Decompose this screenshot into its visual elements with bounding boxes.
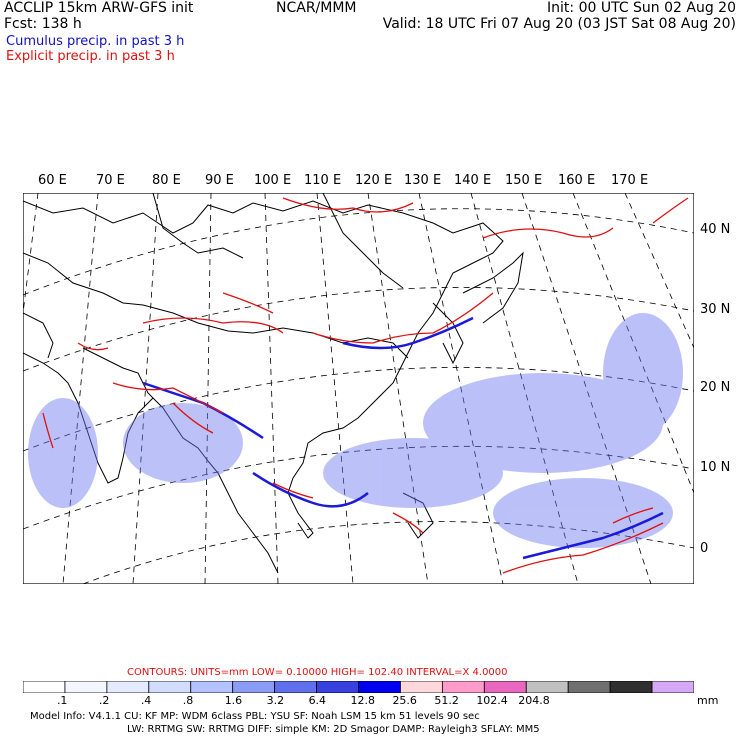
colorbar-swatch: [525, 681, 569, 693]
lon-label: 130 E: [404, 173, 442, 188]
colorbar-unit: mm: [697, 694, 719, 707]
colorbar-swatch: [274, 681, 317, 693]
lat-label: 40 N: [700, 222, 731, 237]
lon-label: 70 E: [96, 173, 125, 188]
model-info: Model Info: V4.1.1 CU: KF MP: WDM 6class…: [30, 711, 480, 722]
colorbar-tick-label: 51.2: [434, 694, 459, 707]
colorbar-swatch: [148, 681, 192, 693]
lon-label: 160 E: [558, 173, 596, 188]
precip-map: [23, 193, 694, 584]
cumulus-precip: [28, 313, 683, 548]
colorbar-swatch: [106, 681, 150, 693]
lon-label: 90 E: [205, 173, 234, 188]
colorbar-swatch: [358, 681, 401, 693]
organization: NCAR/MMM: [276, 0, 357, 16]
lat-label: 30 N: [700, 302, 731, 317]
lon-label: 100 E: [254, 173, 292, 188]
explicit-precip: [42, 197, 689, 574]
lon-label: 150 E: [505, 173, 543, 188]
colorbar-ticks: .1 .2 .4 .8 1.6 3.2 6.4 12.8 25.6 51.2 102.4 204.8: [23, 694, 694, 708]
cumulus-legend: Cumulus precip. in past 3 h: [6, 34, 185, 49]
colorbar-swatch: [316, 681, 359, 693]
lat-label: 20 N: [700, 380, 731, 395]
coastlines: [23, 193, 524, 574]
colorbar-swatch: [567, 681, 611, 693]
colorbar-swatch: [64, 681, 108, 693]
colorbar-swatch: [609, 681, 653, 693]
lat-label: 10 N: [700, 460, 731, 475]
lon-label: 110 E: [304, 173, 342, 188]
colorbar-tick-label: 12.8: [350, 694, 376, 707]
colorbar-swatch: [23, 681, 66, 693]
colorbar-swatch: [483, 681, 527, 693]
valid-time: Valid: 18 UTC Fri 07 Aug 20 (03 JST Sat …: [382, 16, 736, 32]
init-time: Init: 00 UTC Sun 02 Aug 20: [547, 0, 736, 16]
lon-label: 140 E: [454, 173, 492, 188]
lon-label: 120 E: [355, 173, 393, 188]
model-title: ACCLIP 15km ARW-GFS init: [4, 0, 194, 16]
lat-label: 0: [700, 541, 709, 556]
colorbar-tick-label: 6.4: [308, 694, 327, 707]
physics-info: LW: RRTMG SW: RRTMG DIFF: simple KM: 2D …: [127, 724, 540, 735]
colorbar-swatch: [441, 681, 485, 693]
colorbar-tick-label: 3.2: [266, 694, 285, 707]
colorbar-tick-label: 204.8: [518, 694, 550, 707]
forecast-hour: Fcst: 138 h: [4, 16, 82, 32]
colorbar-swatch: [651, 681, 694, 693]
graticule: [23, 193, 694, 584]
explicit-legend: Explicit precip. in past 3 h: [6, 49, 175, 64]
colorbar-tick-label: 25.6: [392, 694, 417, 707]
colorbar-swatch: [232, 681, 276, 693]
lon-label: 170 E: [611, 173, 649, 188]
colorbar-tick-label: 1.6: [224, 694, 243, 707]
colorbar-tick-label: .1: [56, 694, 68, 707]
contours-info: CONTOURS: UNITS=mm LOW= 0.10000 HIGH= 10…: [127, 667, 508, 678]
lon-label: 80 E: [152, 173, 181, 188]
lon-label: 60 E: [38, 173, 67, 188]
colorbar-swatch: [190, 681, 234, 693]
colorbar-tick-label: .8: [182, 694, 194, 707]
colorbar-tick-label: 102.4: [476, 694, 508, 707]
colorbar-tick-label: .2: [98, 694, 110, 707]
colorbar-swatch: [400, 681, 443, 693]
colorbar-tick-label: .4: [140, 694, 152, 707]
colorbar: [23, 681, 694, 693]
